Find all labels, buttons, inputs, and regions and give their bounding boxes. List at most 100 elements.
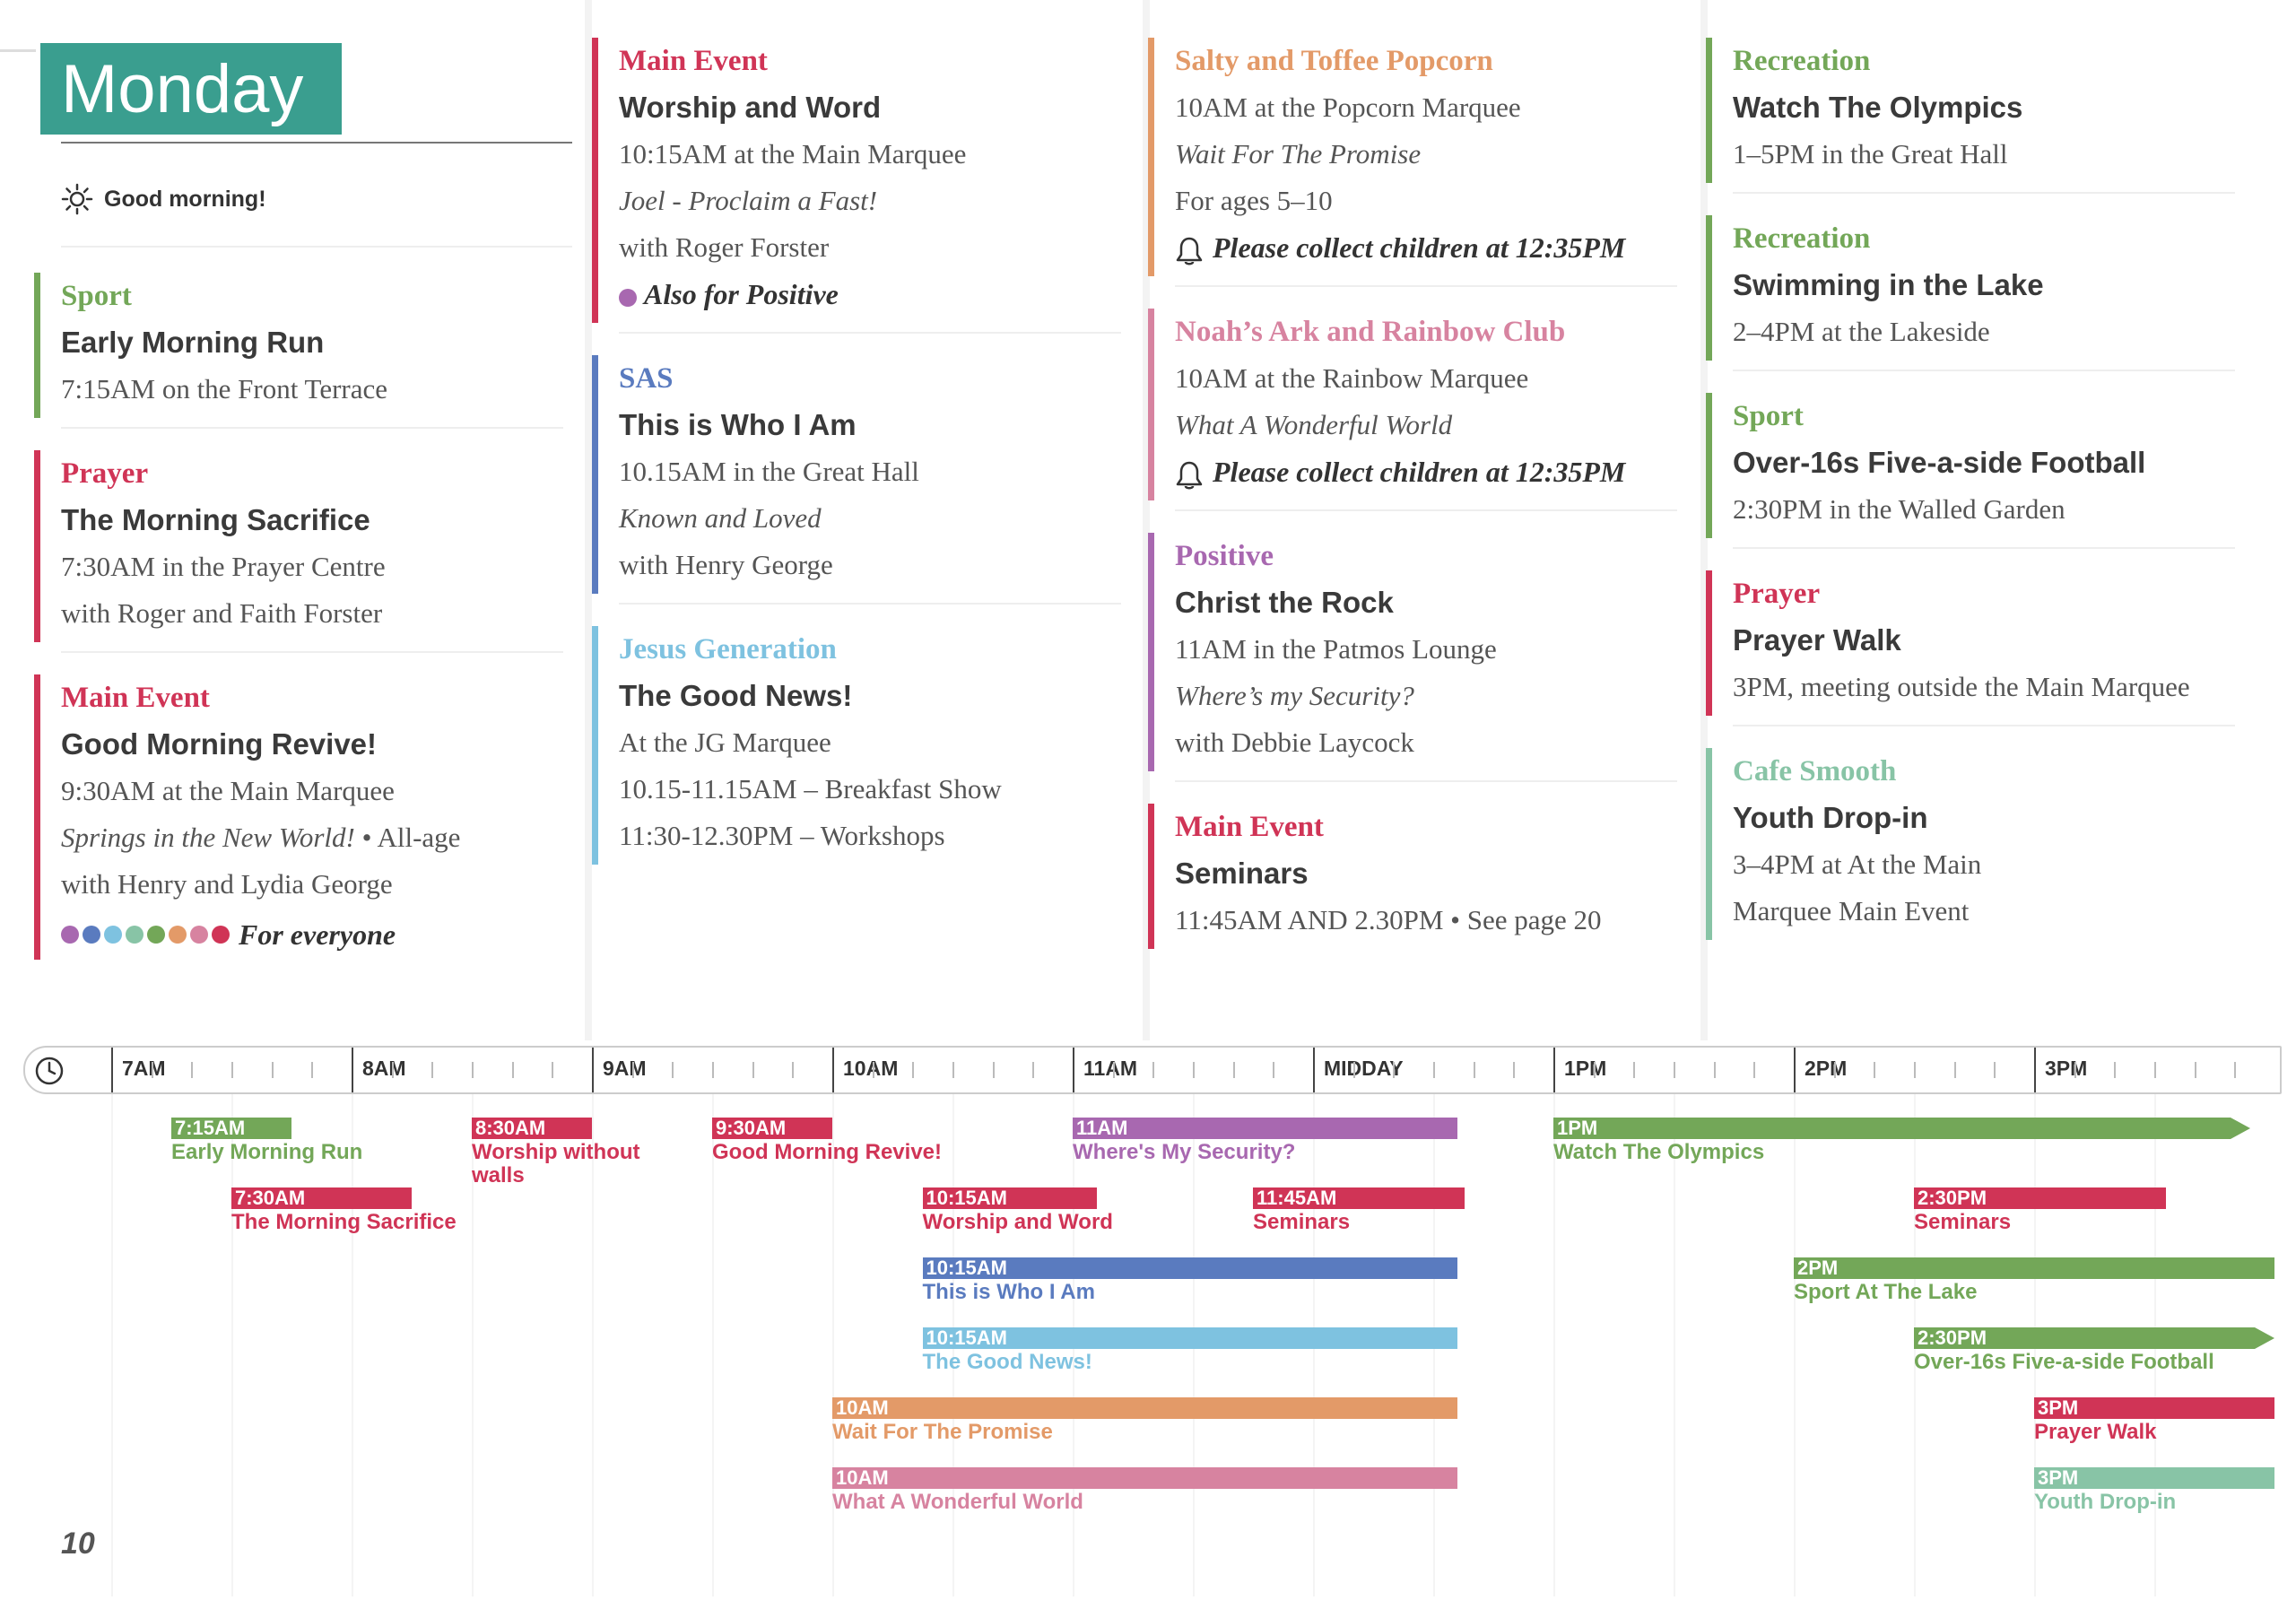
timeline-event-bar [2034, 1397, 2274, 1419]
pickup-text: Please collect children at 12:35PM [1213, 456, 1626, 488]
timeline-event-bar [171, 1118, 291, 1139]
audience-dot [61, 925, 79, 944]
timeline-event-name: Worship and Word [922, 1210, 1113, 1234]
hour-label: 8AM [362, 1057, 406, 1080]
section-divider [1175, 780, 1677, 782]
event-detail: 2–4PM at the Lakeside [1733, 316, 1990, 347]
event-detail: 3PM, meeting outside the Main Marquee [1733, 671, 2190, 702]
event-detail: 7:15AM on the Front Terrace [61, 373, 388, 404]
event-subtitle: Known and Loved [619, 500, 822, 536]
timeline-event-bar [472, 1118, 592, 1139]
timeline-event-name: The Morning Sacrifice [231, 1210, 457, 1234]
event-block: Noah’s Ark and Rainbow Club 10AM at the R… [1148, 309, 1677, 500]
minute-tick [912, 1062, 915, 1078]
event-subtitle: Where’s my Security? [1175, 678, 1414, 714]
audience-note: For everyone [61, 913, 399, 953]
event-category: Main Event [61, 682, 210, 714]
event-subtitle-text: Wait For The Promise [1175, 138, 1422, 170]
event-color-bar [1706, 38, 1712, 183]
timeline-event-name: Sport At The Lake [1794, 1280, 1978, 1304]
audience-dot [147, 925, 165, 944]
event-title: Prayer Walk [1733, 623, 1901, 657]
event-title: Over-16s Five-a-side Football [1733, 446, 2146, 479]
grid-line [1794, 1094, 1796, 1596]
hour-marker [592, 1048, 594, 1092]
column-divider [585, 0, 592, 1040]
page-number: 10 [61, 1527, 95, 1561]
timeline-event-time: 11:45AM [1257, 1187, 1337, 1209]
hour-marker [1553, 1048, 1555, 1092]
timeline-event-time: 9:30AM [716, 1117, 787, 1139]
timeline-event-name: Good Morning Revive! [712, 1140, 943, 1164]
timeline-event-time: 10AM [836, 1466, 889, 1489]
event-color-bar [1706, 748, 1712, 940]
timeline-event-name: The Good News! [922, 1350, 1092, 1374]
section-divider [1733, 192, 2235, 194]
arrow-icon [2231, 1118, 2251, 1139]
timeline-event-bar [922, 1327, 1457, 1349]
section-divider [619, 603, 1121, 605]
audience-text: Also for Positive [644, 278, 839, 310]
event-category: Main Event [1175, 811, 1324, 843]
timeline-event-name: This is Who I Am [922, 1280, 1095, 1304]
event-subtitle-text: What A Wonderful World [1175, 409, 1453, 440]
timeline-event-name: Over-16s Five-a-side Football [1914, 1350, 2214, 1374]
event-title: Seminars [1175, 857, 1309, 890]
clock-icon [35, 1057, 64, 1085]
timeline-event-name: Wait For The Promise [832, 1420, 1053, 1444]
timeline-event-time: 3PM [2038, 1396, 2079, 1419]
minute-tick [191, 1062, 194, 1078]
event-detail: 10AM at the Rainbow Marquee [1175, 362, 1529, 394]
event-detail: 3–4PM at At the Main [1733, 848, 1982, 880]
minute-tick [1513, 1062, 1516, 1078]
timeline-event-time: 2:30PM [1918, 1187, 1987, 1209]
minute-tick [1994, 1062, 1996, 1078]
minute-tick [952, 1062, 954, 1078]
event-color-bar [1148, 533, 1154, 771]
event-block: Main Event Good Morning Revive! 9:30AM at … [34, 674, 563, 960]
timeline-event-time: 3PM [2038, 1466, 2079, 1489]
timeline-event-time: 2PM [1797, 1257, 1839, 1279]
audience-dot [83, 925, 100, 944]
minute-tick [1152, 1062, 1155, 1078]
hour-marker [111, 1048, 113, 1092]
event-category: Noah’s Ark and Rainbow Club [1175, 316, 1566, 348]
hour-marker [1794, 1048, 1796, 1092]
grid-line [712, 1094, 714, 1596]
event-detail: 10:15AM at the Main Marquee [619, 138, 967, 170]
event-block: Cafe Smooth Youth Drop-in 3–4PM at At the … [1706, 748, 2235, 940]
event-subtitle-text: Known and Loved [619, 502, 822, 534]
timeline-event-name: What A Wonderful World [832, 1490, 1083, 1514]
event-detail: 10.15-11.15AM – Breakfast Show [619, 773, 1002, 805]
timeline-event-bar [1914, 1327, 2255, 1349]
event-detail: At the JG Marquee [619, 726, 831, 758]
timeline-ruler: 7AM 8AM 9AM 10AM 11AM MIDDAY 1PM 2PM 3PM [23, 1046, 2282, 1094]
audience-dot [126, 925, 144, 944]
event-color-bar [34, 450, 40, 642]
event-color-bar [1148, 804, 1154, 949]
minute-tick [391, 1062, 394, 1078]
event-detail: with Roger and Faith Forster [61, 597, 383, 629]
event-detail: 11AM in the Patmos Lounge [1175, 633, 1497, 665]
event-audience-suffix: • All-age [354, 822, 461, 853]
audience-dot [190, 925, 208, 944]
minute-tick [1874, 1062, 1876, 1078]
minute-tick [992, 1062, 995, 1078]
grid-line [832, 1094, 834, 1596]
minute-tick [1393, 1062, 1396, 1078]
grid-line [1553, 1094, 1555, 1596]
event-detail: 2:30PM in the Walled Garden [1733, 493, 2066, 525]
event-title: Good Morning Revive! [61, 727, 378, 761]
event-color-bar [34, 273, 40, 418]
section-divider [1175, 285, 1677, 287]
event-category: Sport [61, 280, 132, 312]
column-divider [1700, 0, 1708, 1040]
day-title: Monday [61, 51, 304, 127]
timeline-event-bar [832, 1397, 1457, 1419]
event-color-bar [34, 674, 40, 960]
greeting-text: Good morning! [104, 187, 266, 212]
section-divider [1733, 725, 2235, 726]
event-block: Main Event Seminars 11:45AM AND 2.30PM • S… [1148, 804, 1677, 949]
timeline-event-time: 7:30AM [235, 1187, 306, 1209]
event-detail: For ages 5–10 [1175, 185, 1333, 216]
